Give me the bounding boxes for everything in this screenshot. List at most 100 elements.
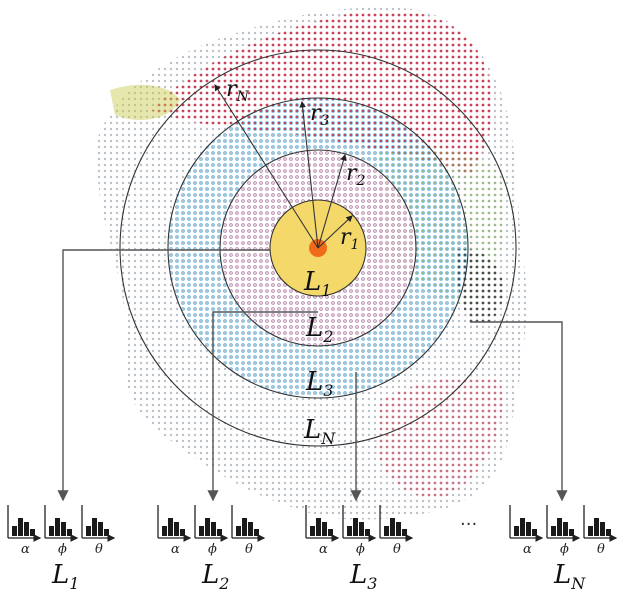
radius-label-2: r2 (346, 161, 366, 189)
feature-symbol: θ (245, 542, 253, 557)
histogram-group-label: L2 (201, 560, 229, 593)
ring-boundary-3 (167, 97, 469, 399)
ring-boundary-n (119, 49, 517, 447)
histogram-bar (30, 529, 35, 536)
histogram-3-2: ϕ (342, 505, 377, 557)
histogram-bar (365, 529, 370, 536)
feature-symbol: ϕ (58, 542, 67, 557)
histogram-bar (594, 518, 599, 536)
histogram-bar (396, 522, 401, 536)
histogram-1-1: α (7, 505, 42, 557)
histogram-bar (606, 529, 611, 536)
histogram-bar (217, 529, 222, 536)
histogram-bar (18, 518, 23, 536)
histogram-1-3: θ (81, 505, 116, 557)
histogram-bar (347, 526, 352, 536)
histogram-bar (600, 522, 605, 536)
histogram-bar (162, 526, 167, 536)
histogram-bar (532, 529, 537, 536)
feature-symbol: ϕ (356, 542, 365, 557)
connector-arrow-n (470, 321, 568, 502)
histogram-2-2: ϕ (194, 505, 229, 557)
ring-label-1: L1 (303, 267, 331, 300)
histogram-bar (359, 522, 364, 536)
histogram-group-label: L1 (51, 560, 79, 593)
histogram-group-2: α ϕ θ L2 (157, 505, 266, 593)
feature-symbol: α (21, 542, 30, 557)
histogram-group-4: α ϕ θ LN (509, 505, 618, 593)
connector-arrows (57, 249, 568, 502)
histogram-bar (254, 529, 259, 536)
histogram-group-label: L3 (349, 560, 377, 593)
histogram-bar (55, 518, 60, 536)
radius-labels: r1 r2 r3 rN (226, 77, 366, 253)
histogram-bar (24, 522, 29, 536)
feature-symbol: θ (393, 542, 401, 557)
histogram-bar (316, 518, 321, 536)
histogram-bar (353, 518, 358, 536)
ring-label-n: LN (303, 415, 336, 448)
histogram-4-3: θ (583, 505, 618, 557)
histogram-bar (168, 518, 173, 536)
histogram-bar (92, 518, 97, 536)
histogram-group-label: LN (553, 560, 586, 593)
histogram-bar (563, 522, 568, 536)
histogram-3-3: θ (379, 505, 414, 557)
histogram-bar (551, 526, 556, 536)
histogram-2-3: θ (231, 505, 266, 557)
histogram-bar (322, 522, 327, 536)
histogram-groups: α ϕ θ L1 α ϕ θ L2 α ϕ θ L3 α ϕ θ LN (7, 505, 618, 593)
ring-boundary-2 (219, 149, 417, 347)
histogram-2-1: α (157, 505, 192, 557)
histogram-bar (12, 526, 17, 536)
histogram-bar (514, 526, 519, 536)
histogram-3-1: α (305, 505, 340, 557)
histogram-bar (248, 522, 253, 536)
histogram-bar (174, 522, 179, 536)
ring-label-2: L2 (305, 313, 333, 346)
histogram-bar (199, 526, 204, 536)
radius-label-3: r3 (310, 101, 330, 129)
histogram-bar (390, 518, 395, 536)
histogram-bar (520, 518, 525, 536)
histogram-bar (588, 526, 593, 536)
histogram-bar (242, 518, 247, 536)
feature-symbol: ϕ (560, 542, 569, 557)
histogram-bar (328, 529, 333, 536)
feature-symbol: θ (597, 542, 605, 557)
histogram-bar (569, 529, 574, 536)
histogram-1-2: ϕ (44, 505, 79, 557)
histogram-bar (86, 526, 91, 536)
histogram-bar (557, 518, 562, 536)
radius-label-1: r1 (340, 225, 359, 253)
histogram-bar (180, 529, 185, 536)
connector-arrow-2 (207, 311, 318, 502)
histogram-4-1: α (509, 505, 544, 557)
feature-symbol: ϕ (208, 542, 217, 557)
feature-symbol: α (319, 542, 328, 557)
histogram-bar (526, 522, 531, 536)
feature-symbol: α (523, 542, 532, 557)
radius-label-n: rN (226, 77, 250, 105)
feature-symbol: α (171, 542, 180, 557)
ellipsis: ··· (460, 514, 477, 535)
histogram-group-1: α ϕ θ L1 (7, 505, 116, 593)
radius-arrows (214, 84, 353, 249)
histogram-bar (104, 529, 109, 536)
histogram-bar (236, 526, 241, 536)
feature-symbol: θ (95, 542, 103, 557)
histogram-group-3: α ϕ θ L3 (305, 505, 414, 593)
ring-label-3: L3 (305, 367, 333, 400)
histogram-bar (49, 526, 54, 536)
ring-labels: L1 L2 L3 LN (303, 267, 336, 448)
histogram-bar (384, 526, 389, 536)
histogram-bar (310, 526, 315, 536)
histogram-bar (67, 529, 72, 536)
histogram-bar (98, 522, 103, 536)
histogram-bar (211, 522, 216, 536)
histogram-bar (402, 529, 407, 536)
histogram-bar (61, 522, 66, 536)
histogram-4-2: ϕ (546, 505, 581, 557)
histogram-bar (205, 518, 210, 536)
